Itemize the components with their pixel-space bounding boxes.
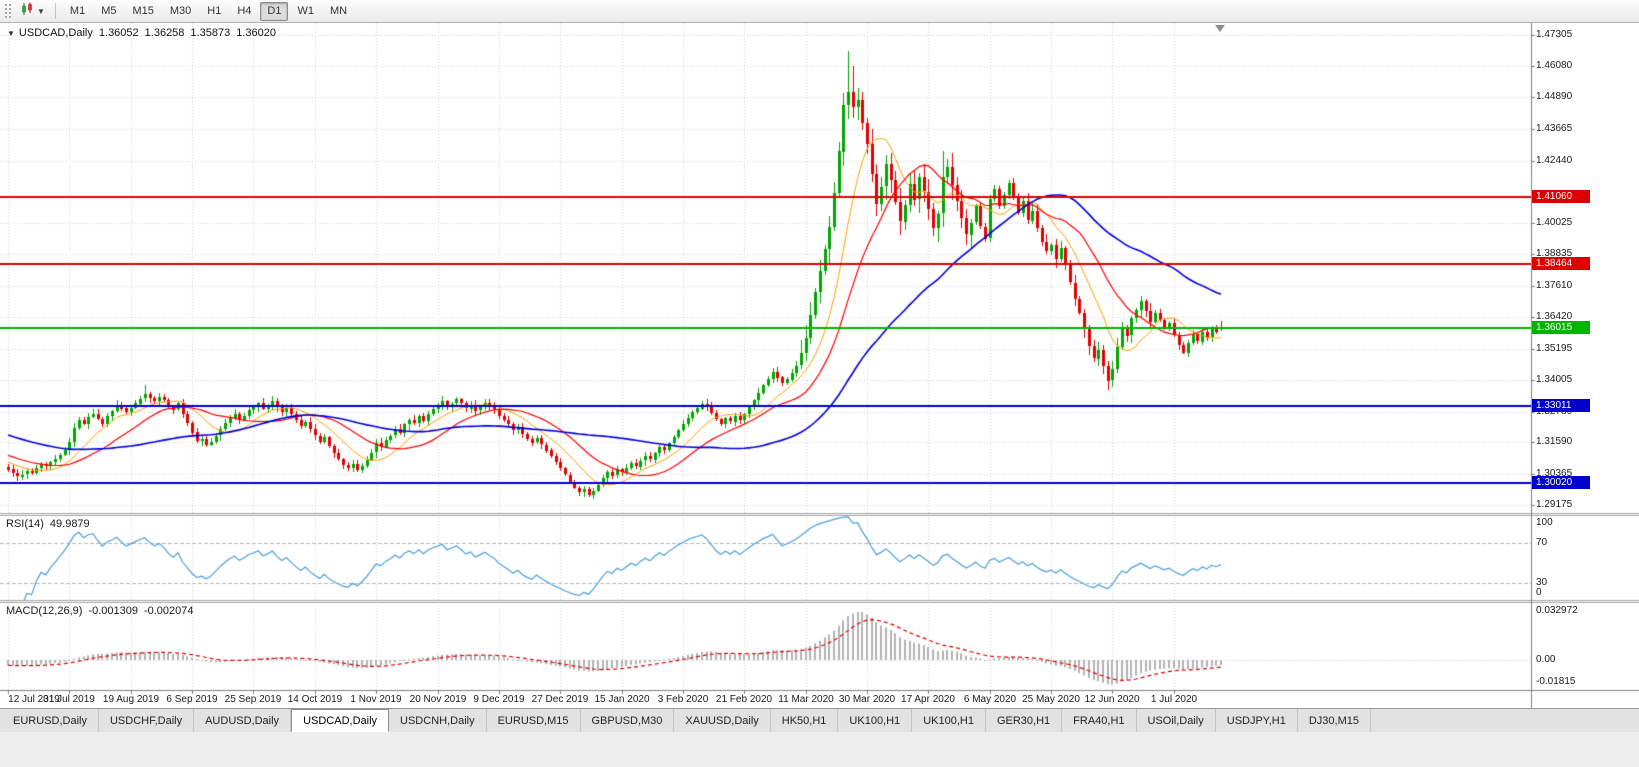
chart-tab-usoil-daily[interactable]: USOil,Daily <box>1136 709 1216 732</box>
date-axis-label: 27 Dec 2019 <box>531 694 589 705</box>
chart-menu-icon[interactable]: ▼ <box>7 29 15 38</box>
chart-tab-dj30-m15[interactable]: DJ30,M15 <box>1297 709 1371 732</box>
chart-tab-uk100-h1[interactable]: UK100,H1 <box>912 709 986 732</box>
price-level-badge: 1.33011 <box>1532 399 1590 412</box>
date-axis-label: 25 May 2020 <box>1022 694 1080 705</box>
price-axis-tick: 1.31590 <box>1536 436 1573 447</box>
chart-tab-hk50-h1[interactable]: HK50,H1 <box>770 709 839 732</box>
date-axis-label: 9 Dec 2019 <box>473 694 525 705</box>
timeframe-button-h1[interactable]: H1 <box>207 4 222 17</box>
chart-tab-usdchf-daily[interactable]: USDCHF,Daily <box>98 709 195 732</box>
chart-tab-fra40-h1[interactable]: FRA40,H1 <box>1062 709 1137 732</box>
price-axis-tick: 1.34005 <box>1536 374 1573 385</box>
date-axis-label: 19 Aug 2019 <box>102 694 160 705</box>
price-axis-tick: 1.30365 <box>1536 468 1573 479</box>
chart-tab-audusd-daily[interactable]: AUDUSD,Daily <box>194 709 292 732</box>
date-axis-label: 31 Jul 2019 <box>43 694 95 705</box>
date-axis-label: 12 Jul 2019 <box>8 694 60 705</box>
symbol-timeframe-label: USDCAD,Daily <box>18 27 93 39</box>
chart-tab-eurusd-daily[interactable]: EURUSD,Daily <box>2 709 99 732</box>
date-axis-label: 11 Mar 2020 <box>778 694 834 705</box>
macd-indicator-label: MACD(12,26,9) <box>6 605 83 617</box>
chart-tab-gbpusd-m30[interactable]: GBPUSD,M30 <box>580 709 675 732</box>
toolbar-drag-handle[interactable] <box>5 4 11 18</box>
date-axis-label: 30 Mar 2020 <box>838 694 896 705</box>
quote-open: 1.36052 <box>98 27 139 39</box>
quote-close: 1.36020 <box>236 27 276 39</box>
chart-tab-usdcad-daily[interactable]: USDCAD,Daily <box>291 709 390 732</box>
chevron-down-icon: ▼ <box>37 6 45 16</box>
macd-scale-label: -0.01815 <box>1536 676 1576 687</box>
timeframe-button-m5[interactable]: M5 <box>101 4 117 17</box>
date-axis-label: 14 Oct 2019 <box>287 694 343 705</box>
timeframe-button-m30[interactable]: M30 <box>169 4 192 17</box>
price-axis-tick: 1.36420 <box>1536 311 1573 322</box>
date-axis-label: 1 Nov 2019 <box>350 694 402 705</box>
rsi-indicator-value: 49.9879 <box>49 518 90 530</box>
price-axis-tick: 1.44890 <box>1536 91 1573 102</box>
chart-tab-uk100-h1[interactable]: UK100,H1 <box>838 709 913 732</box>
date-axis-label: 15 Jan 2020 <box>594 694 650 705</box>
price-axis-tick: 1.37610 <box>1536 280 1573 291</box>
chart-tab-xauusd-daily[interactable]: XAUUSD,Daily <box>674 709 771 732</box>
price-level-badge: 1.41060 <box>1532 190 1590 203</box>
chart-type-button[interactable]: ▼ <box>16 0 49 23</box>
rsi-indicator-label: RSI(14) <box>6 518 44 530</box>
chart-tab-eurusd-m15[interactable]: EURUSD,M15 <box>486 709 581 732</box>
price-level-badge: 1.36015 <box>1532 321 1590 334</box>
chart-shift-marker[interactable] <box>1215 25 1225 32</box>
date-axis-label: 25 Sep 2019 <box>224 694 282 705</box>
timeframe-toolbar: M1 M5 M15 M30 H1 H4 D1 W1 MN <box>62 1 355 21</box>
rsi-scale-label: 100 <box>1536 517 1553 528</box>
price-level-badge: 1.38464 <box>1532 257 1590 270</box>
price-axis-tick: 1.42440 <box>1536 155 1573 166</box>
date-axis-label: 12 Jun 2020 <box>1084 694 1140 705</box>
price-axis-tick: 1.47305 <box>1536 29 1573 40</box>
date-axis-label: 3 Feb 2020 <box>657 694 709 705</box>
timeframe-button-d1[interactable]: D1 <box>260 1 289 21</box>
date-axis-label: 21 Feb 2020 <box>715 694 773 705</box>
price-level-badge: 1.30020 <box>1532 476 1590 489</box>
chart-tab-usdcnh-daily[interactable]: USDCNH,Daily <box>389 709 487 732</box>
macd-scale-label: 0.00 <box>1536 654 1556 665</box>
timeframe-button-h4[interactable]: H4 <box>237 4 252 17</box>
chart-tab-usdjpy-h1[interactable]: USDJPY,H1 <box>1215 709 1298 732</box>
timeframe-button-w1[interactable]: W1 <box>297 4 314 17</box>
price-axis-tick: 1.35195 <box>1536 343 1573 354</box>
date-axis-label: 1 Jul 2020 <box>1150 694 1198 705</box>
timeframe-button-mn[interactable]: MN <box>329 4 348 17</box>
quote-low: 1.35873 <box>190 27 231 39</box>
quote-high: 1.36258 <box>144 27 185 39</box>
price-axis-tick: 1.43665 <box>1536 123 1573 134</box>
rsi-scale-label: 70 <box>1536 537 1548 548</box>
price-axis-tick: 1.46080 <box>1536 60 1573 71</box>
date-axis-label: 20 Nov 2019 <box>409 694 467 705</box>
chart-tab-bar: EURUSD,Daily USDCHF,Daily AUDUSD,Daily USDC… <box>0 708 1639 732</box>
price-axis-tick: 1.40025 <box>1536 217 1573 228</box>
price-chart-canvas[interactable] <box>0 0 1639 708</box>
toolbar-separator <box>54 3 56 19</box>
macd-scale-label: 0.032972 <box>1536 605 1578 616</box>
main-toolbar: ▼ M1 M5 M15 M30 H1 H4 D1 W1 MN <box>0 0 1639 23</box>
macd-main-value: -0.001309 <box>88 605 138 617</box>
timeframe-button-m15[interactable]: M15 <box>132 4 154 17</box>
price-axis-tick: 1.29175 <box>1536 499 1573 510</box>
date-axis-label: 6 Sep 2019 <box>166 694 218 705</box>
rsi-scale-label: 30 <box>1536 577 1548 588</box>
rsi-pane-header: RSI(14) 49.9879 <box>6 518 96 530</box>
macd-pane-header: MACD(12,26,9) -0.001309 -0.002074 <box>6 605 200 617</box>
date-axis-label: 17 Apr 2020 <box>901 694 955 705</box>
chart-tab-ger30-h1[interactable]: GER30,H1 <box>985 709 1063 732</box>
macd-signal-value: -0.002074 <box>143 605 194 617</box>
date-axis-label: 6 May 2020 <box>963 694 1017 705</box>
rsi-scale-label: 0 <box>1536 587 1542 598</box>
candlestick-chart-icon <box>20 2 35 21</box>
price-axis-tick: 1.38835 <box>1536 248 1573 259</box>
status-bar-area <box>0 732 1639 767</box>
timeframe-button-m1[interactable]: M1 <box>69 4 86 17</box>
chart-title: ▼ USDCAD,Daily 1.36052 1.36258 1.35873 1.3602… <box>7 27 282 39</box>
